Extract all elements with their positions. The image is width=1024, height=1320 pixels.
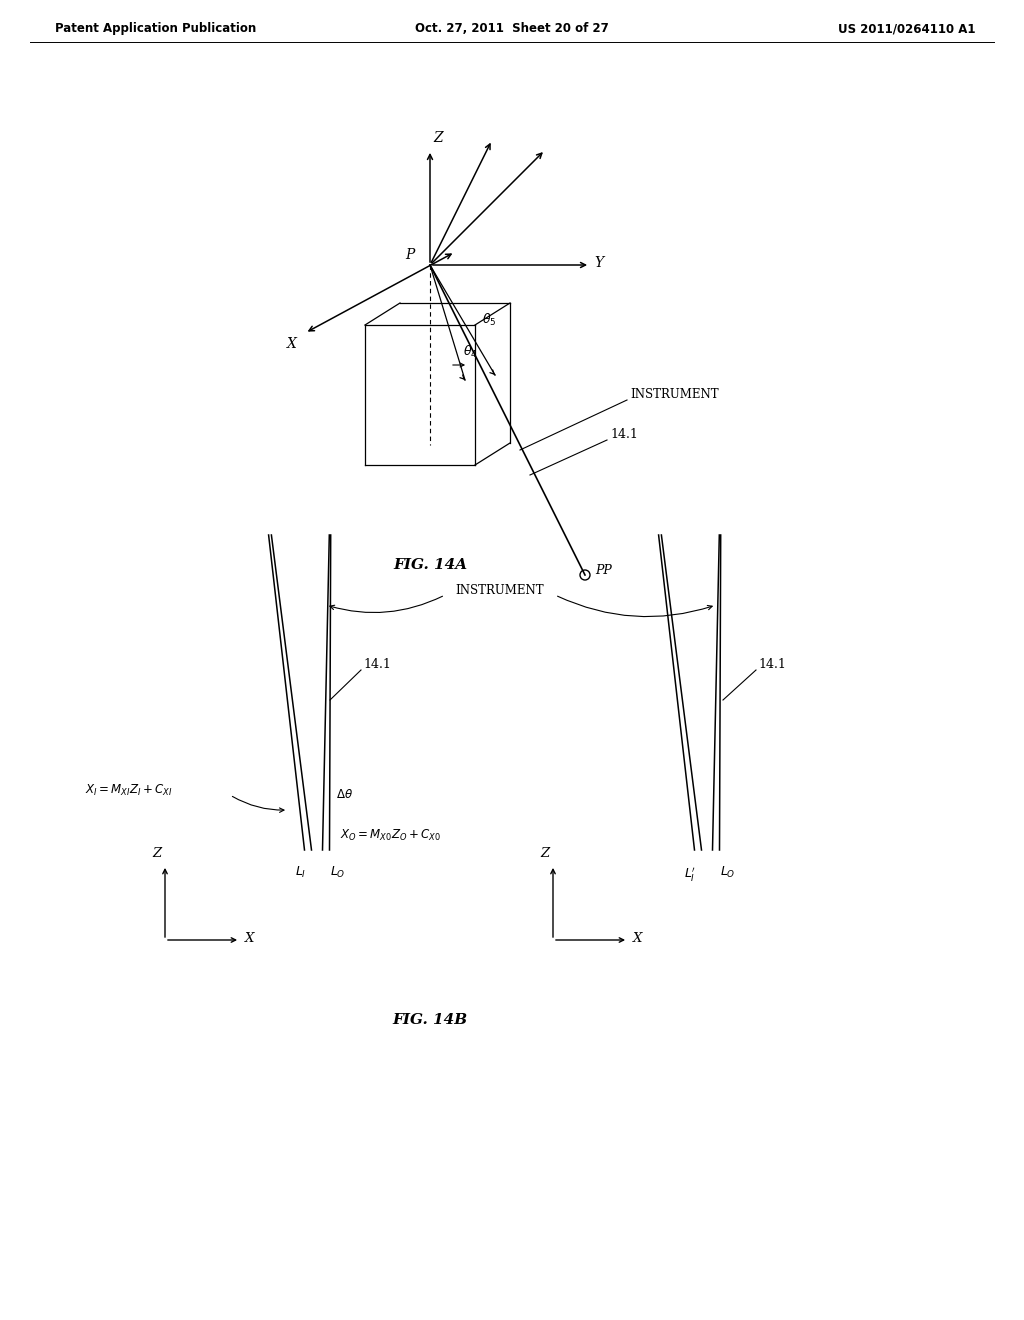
Text: US 2011/0264110 A1: US 2011/0264110 A1 [838, 22, 975, 36]
Text: X: X [245, 932, 254, 945]
Text: $L_I$: $L_I$ [295, 865, 306, 880]
Text: INSTRUMENT: INSTRUMENT [456, 583, 545, 597]
Text: Y: Y [594, 256, 603, 271]
Text: X: X [287, 337, 297, 351]
Text: X: X [633, 932, 642, 945]
Text: $X_O=M_{X0}Z_O+C_{X0}$: $X_O=M_{X0}Z_O+C_{X0}$ [340, 828, 441, 842]
Text: Z: Z [153, 847, 162, 861]
Text: $\theta_5$: $\theta_5$ [482, 312, 497, 329]
Text: PP: PP [595, 564, 611, 577]
Text: FIG. 14A: FIG. 14A [393, 558, 467, 572]
Text: FIG. 14B: FIG. 14B [392, 1012, 468, 1027]
Text: Patent Application Publication: Patent Application Publication [55, 22, 256, 36]
Text: 14.1: 14.1 [610, 429, 638, 441]
Text: $\theta_4$: $\theta_4$ [463, 345, 477, 360]
Text: $X_I=M_{XI}Z_I+C_{XI}$: $X_I=M_{XI}Z_I+C_{XI}$ [85, 783, 173, 797]
Text: Z: Z [541, 847, 550, 861]
Text: 14.1: 14.1 [758, 659, 785, 672]
Text: $L_O$: $L_O$ [330, 865, 345, 880]
Text: INSTRUMENT: INSTRUMENT [630, 388, 719, 401]
Text: $L_I'$: $L_I'$ [684, 865, 696, 883]
Text: Z: Z [433, 131, 442, 145]
Text: Oct. 27, 2011  Sheet 20 of 27: Oct. 27, 2011 Sheet 20 of 27 [415, 22, 609, 36]
Text: P: P [406, 248, 415, 261]
Text: $\Delta\theta$: $\Delta\theta$ [336, 788, 353, 801]
Text: $L_O$: $L_O$ [720, 865, 735, 880]
Text: 14.1: 14.1 [362, 659, 391, 672]
